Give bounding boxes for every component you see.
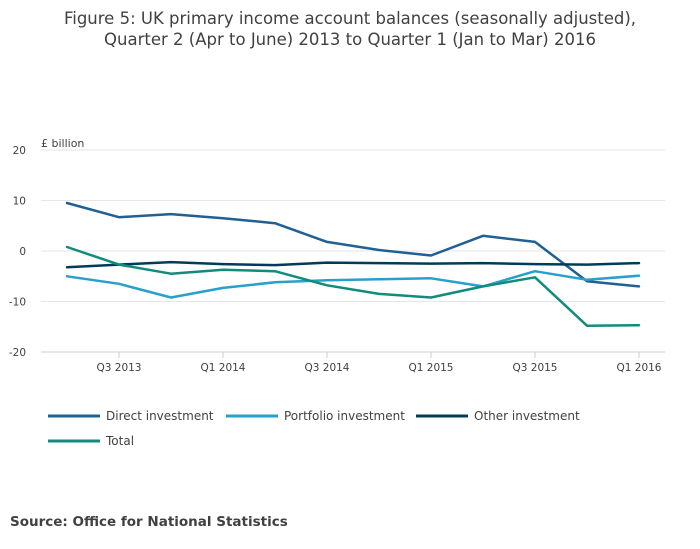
y-tick-label: 0 xyxy=(19,246,26,258)
x-tick-label: Q1 2016 xyxy=(616,362,661,374)
legend-label: Direct investment xyxy=(106,409,214,423)
y-tick-label: -20 xyxy=(9,347,26,359)
legend-label: Other investment xyxy=(474,409,580,423)
series-line-portfolio-investment xyxy=(65,269,641,299)
legend-label: Portfolio investment xyxy=(284,409,405,423)
legend-label: Total xyxy=(105,434,134,448)
x-axis: Q3 2013 Q1 2014 Q3 2014 Q1 2015 Q3 2015 Q1 20… xyxy=(96,352,662,374)
legend[interactable]: Direct investment Portfolio investment Oth… xyxy=(48,409,580,448)
legend-item-other-investment[interactable]: Other investment xyxy=(416,409,580,423)
grid xyxy=(41,149,665,353)
chart-title: Figure 5: UK primary income account bala… xyxy=(64,9,636,49)
legend-item-direct-investment[interactable]: Direct investment xyxy=(48,409,214,423)
legend-item-total[interactable]: Total xyxy=(48,434,134,448)
x-tick-label: Q3 2015 xyxy=(512,362,557,374)
y-tick-label: -10 xyxy=(9,297,26,309)
y-tick-label: 20 xyxy=(13,145,26,157)
series-line-total xyxy=(65,245,641,327)
chart-title-line-2: Quarter 2 (Apr to June) 2013 to Quarter … xyxy=(104,30,596,49)
series-line-other-investment xyxy=(65,260,641,269)
x-tick-label: Q3 2014 xyxy=(304,362,349,374)
series-line-direct-investment xyxy=(65,201,641,288)
source-note: Source: Office for National Statistics xyxy=(10,514,288,530)
legend-item-portfolio-investment[interactable]: Portfolio investment xyxy=(226,409,405,423)
x-tick-label: Q1 2014 xyxy=(200,362,245,374)
y-tick-label: 10 xyxy=(13,196,26,208)
y-axis-unit-label: £ billion xyxy=(41,137,84,150)
series-lines xyxy=(65,201,641,327)
y-axis: 20 10 0 -10 -20 xyxy=(9,145,26,359)
x-tick-label: Q3 2013 xyxy=(96,362,141,374)
x-tick-label: Q1 2015 xyxy=(408,362,453,374)
chart-title-line-1: Figure 5: UK primary income account bala… xyxy=(64,9,636,28)
